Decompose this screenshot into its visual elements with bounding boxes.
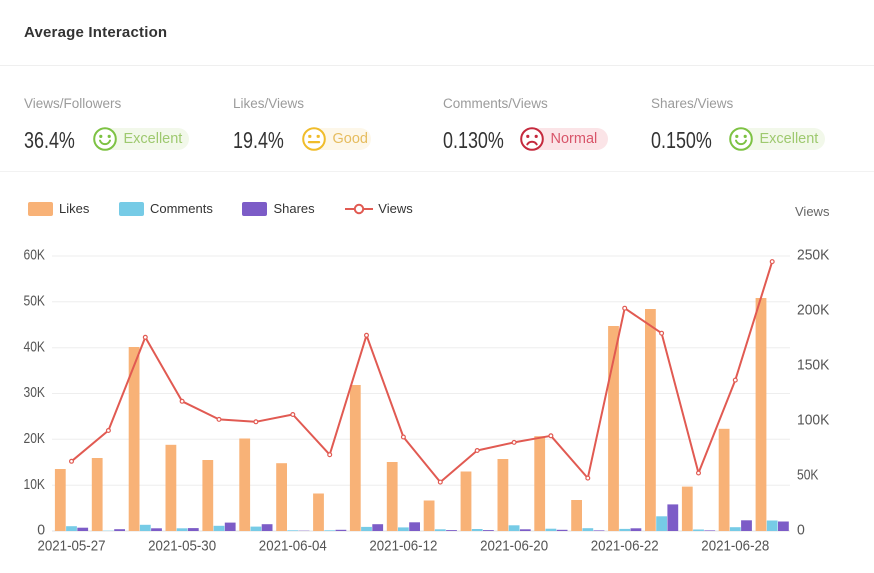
svg-text:10K: 10K [24,476,46,493]
svg-text:60K: 60K [24,247,46,264]
svg-text:2021-06-22: 2021-06-22 [591,538,659,555]
svg-text:30K: 30K [24,384,46,401]
svg-text:0: 0 [37,522,45,539]
svg-text:50K: 50K [797,467,819,484]
svg-text:250K: 250K [797,247,829,264]
svg-text:200K: 200K [797,302,829,319]
svg-text:40K: 40K [24,338,46,355]
svg-text:2021-06-04: 2021-06-04 [259,538,327,555]
svg-text:2021-06-12: 2021-06-12 [369,538,437,555]
svg-text:100K: 100K [797,412,829,429]
svg-text:2021-05-30: 2021-05-30 [148,538,216,555]
svg-text:150K: 150K [797,357,829,374]
svg-text:0: 0 [797,522,805,539]
svg-text:50K: 50K [24,292,46,309]
svg-text:2021-06-20: 2021-06-20 [480,538,548,555]
svg-text:20K: 20K [24,430,46,447]
svg-text:2021-05-27: 2021-05-27 [38,538,106,555]
svg-text:2021-06-28: 2021-06-28 [701,538,769,555]
